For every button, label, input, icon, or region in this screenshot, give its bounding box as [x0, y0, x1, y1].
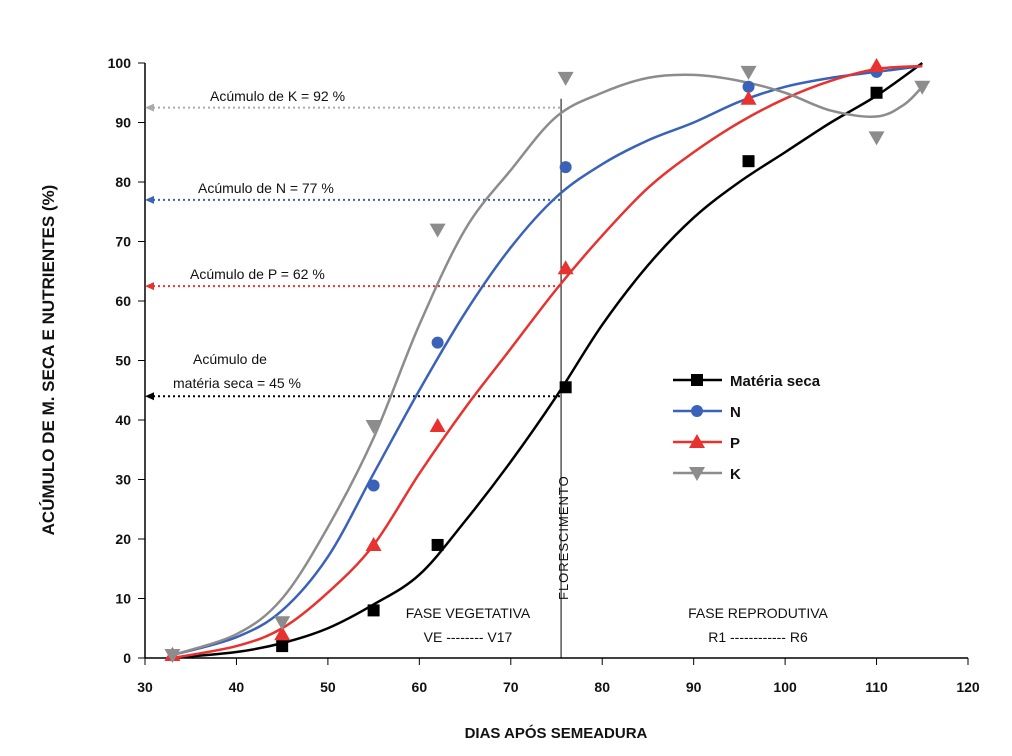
annotations: [145, 103, 562, 401]
x-tick-label: 100: [773, 679, 797, 695]
data-points: [164, 57, 931, 664]
point-k: [557, 71, 574, 86]
phase-reproductive-range: R1 ------------ R6: [708, 629, 808, 645]
legend-marker: [689, 434, 705, 448]
x-tick-label: 70: [503, 679, 519, 695]
y-tick-label: 30: [115, 472, 131, 488]
curve-p: [172, 64, 923, 660]
point-n: [367, 479, 380, 492]
point-k: [429, 223, 446, 238]
legend-label: K: [730, 466, 741, 483]
x-tick-label: 80: [594, 679, 610, 695]
y-axis-label: ACÚMULO DE M. SECA E NUTRIENTES (%): [39, 185, 58, 536]
y-tick-label: 0: [123, 650, 131, 666]
point-n: [742, 80, 755, 93]
annotation-k: Acúmulo de K = 92 %: [210, 88, 345, 104]
point-p: [868, 57, 885, 72]
annotation-dm-line2: matéria seca = 45 %: [173, 375, 301, 391]
y-tick-label: 90: [115, 115, 131, 131]
point-matéria-seca: [367, 604, 380, 617]
fitted-curves: [172, 61, 924, 660]
annotation-p: Acúmulo de P = 62 %: [190, 266, 325, 282]
point-matéria-seca: [559, 381, 572, 394]
x-tick-label: 110: [865, 679, 888, 695]
point-k: [914, 80, 931, 95]
point-p: [429, 417, 446, 432]
x-tick-label: 60: [412, 679, 428, 695]
point-p: [274, 626, 291, 641]
legend-marker: [689, 467, 705, 481]
x-tick-label: 120: [956, 679, 980, 695]
arrow-icon: [145, 392, 154, 401]
point-k: [274, 616, 291, 631]
arrow-icon: [145, 195, 154, 204]
legend-label: P: [730, 435, 740, 452]
curve-matéria-seca: [172, 61, 924, 660]
point-matéria-seca: [870, 86, 883, 99]
x-tick-label: 90: [686, 679, 702, 695]
x-tick-label: 50: [320, 679, 336, 695]
point-k: [164, 649, 181, 664]
y-tick-label: 100: [108, 55, 132, 71]
point-matéria-seca: [276, 640, 289, 653]
point-matéria-seca: [742, 155, 755, 168]
y-tick-label: 70: [115, 234, 131, 250]
curve-n: [172, 64, 923, 657]
point-k: [740, 65, 757, 80]
legend-label: N: [730, 404, 741, 421]
axes: 30 40 50 60 70 80 90 100 110 120 0 10 20 30 40 50 60 70 80…: [108, 55, 980, 695]
point-k: [868, 131, 885, 146]
arrow-icon: [145, 282, 154, 291]
y-tick-label: 20: [115, 531, 131, 547]
x-axis-label: DIAS APÓS SEMEADURA: [465, 724, 648, 742]
y-tick-label: 50: [115, 353, 131, 369]
x-tick-label: 30: [137, 679, 153, 695]
y-tick-label: 80: [115, 174, 131, 190]
y-tick-label: 10: [115, 591, 131, 607]
point-k: [365, 419, 382, 434]
x-tick-label: 40: [229, 679, 245, 695]
flowering-label: FLORESCIMENTO: [556, 475, 571, 600]
phase-reproductive: FASE REPRODUTIVA: [688, 605, 828, 621]
point-p: [365, 536, 382, 551]
point-p: [557, 260, 574, 275]
point-p: [740, 90, 757, 105]
point-n: [559, 161, 572, 174]
phase-vegetative: FASE VEGETATIVA: [406, 605, 531, 621]
y-tick-label: 60: [115, 293, 131, 309]
arrow-icon: [145, 103, 154, 112]
point-matéria-seca: [431, 538, 444, 551]
curve-k: [172, 73, 924, 657]
legend-marker: [691, 405, 703, 417]
annotation-n: Acúmulo de N = 77 %: [198, 180, 334, 196]
legend-marker: [691, 374, 703, 386]
phase-vegetative-range: VE -------- V17: [424, 629, 513, 645]
annotation-dm-line1: Acúmulo de: [193, 351, 267, 367]
point-n: [431, 336, 444, 349]
legend-label: Matéria seca: [730, 373, 821, 390]
y-tick-label: 40: [115, 412, 131, 428]
legend: Matéria seca NPK: [673, 373, 821, 483]
